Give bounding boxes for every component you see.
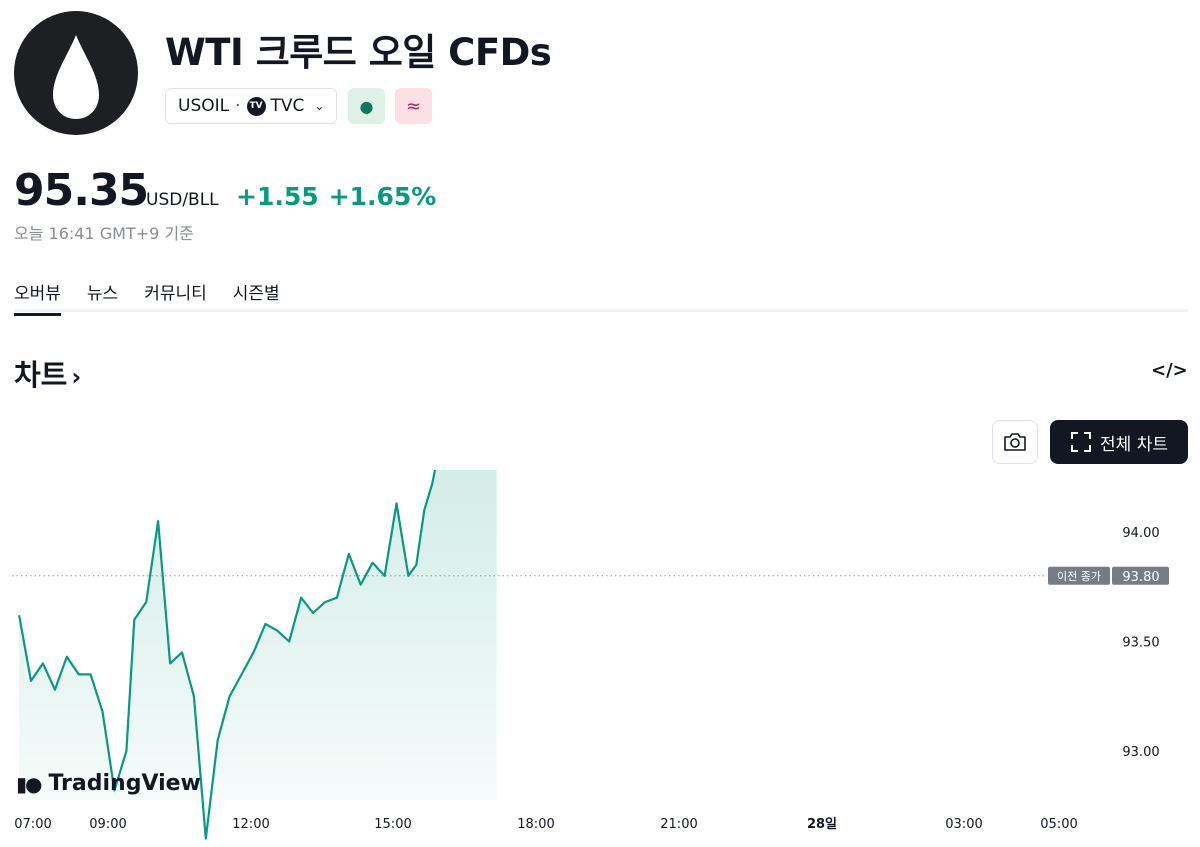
x-tick-label: 15:00 xyxy=(374,817,411,832)
watermark-label: TradingView xyxy=(48,771,201,796)
data-type-badge[interactable]: ≈ xyxy=(395,88,432,124)
chart-section-title[interactable]: 차트 › xyxy=(14,352,81,394)
price-line xyxy=(18,470,437,840)
change-percent: +1.65% xyxy=(328,182,437,211)
snapshot-button[interactable] xyxy=(992,420,1038,464)
chevron-right-icon: › xyxy=(71,363,82,391)
tradingview-watermark: ▮● TradingView xyxy=(16,771,201,796)
price-area-fill xyxy=(19,470,497,839)
tab-community[interactable]: 커뮤니티 xyxy=(144,284,207,304)
prev-close-title-badge xyxy=(1048,566,1110,585)
tradingview-logo-icon: ▮● xyxy=(16,771,43,796)
symbol-separator: · xyxy=(235,96,241,116)
full-chart-label: 전체 차트 xyxy=(1100,434,1168,455)
prev-close-label: 93.80 xyxy=(1122,570,1159,585)
x-tick-label: 07:00 xyxy=(14,817,51,832)
x-tick-label: 12:00 xyxy=(232,817,269,832)
x-tick-label: 03:00 xyxy=(945,817,982,832)
exchange-name: TVC xyxy=(270,96,305,116)
y-tick-label: 93.50 xyxy=(1122,636,1159,651)
x-tick-label: 05:00 xyxy=(1040,817,1077,832)
camera-icon xyxy=(1004,433,1026,451)
x-tick-label: 09:00 xyxy=(89,817,126,832)
symbol-selector[interactable]: USOIL · TV TVC ⌄ xyxy=(165,88,337,124)
prev-close-title: 이전 종가 xyxy=(1057,570,1101,583)
full-chart-button[interactable]: 전체 차트 xyxy=(1050,420,1188,464)
quote-timestamp: 오늘 16:41 GMT+9 기준 xyxy=(14,224,194,243)
last-price: 95.35 xyxy=(14,165,149,216)
x-tick-label: 28일 xyxy=(807,817,837,832)
market-open-badge[interactable]: ● xyxy=(348,88,385,124)
x-tick-label: 21:00 xyxy=(660,817,697,832)
chart-section-label: 차트 xyxy=(14,358,68,392)
fullscreen-icon xyxy=(1071,432,1092,452)
tab-news[interactable]: 뉴스 xyxy=(86,284,119,304)
y-tick-label: 94.00 xyxy=(1122,526,1159,541)
tabs-divider xyxy=(14,309,1188,312)
tradingview-icon: TV xyxy=(246,96,266,116)
tab-overview[interactable]: 오버뷰 xyxy=(14,279,61,316)
price-currency: USD/BLL xyxy=(146,190,219,210)
tab-seasonals[interactable]: 시즌별 xyxy=(232,284,280,304)
price-change: +1.55 +1.65% xyxy=(236,182,446,211)
y-tick-label: 93.00 xyxy=(1122,745,1159,760)
embed-code-icon[interactable]: </> xyxy=(1151,360,1188,381)
x-tick-label: 18:00 xyxy=(517,817,554,832)
oil-drop-icon xyxy=(53,35,99,119)
tab-bar: 오버뷰 뉴스 커뮤니티 시즌별 xyxy=(14,279,280,316)
chevron-down-icon: ⌄ xyxy=(314,99,325,113)
page-title: WTI 크루드 오일 CFDs xyxy=(165,31,552,74)
symbol-ticker: USOIL xyxy=(178,96,230,116)
change-absolute: +1.55 xyxy=(236,182,319,211)
symbol-logo xyxy=(14,11,138,135)
prev-close-badge xyxy=(1112,566,1169,585)
